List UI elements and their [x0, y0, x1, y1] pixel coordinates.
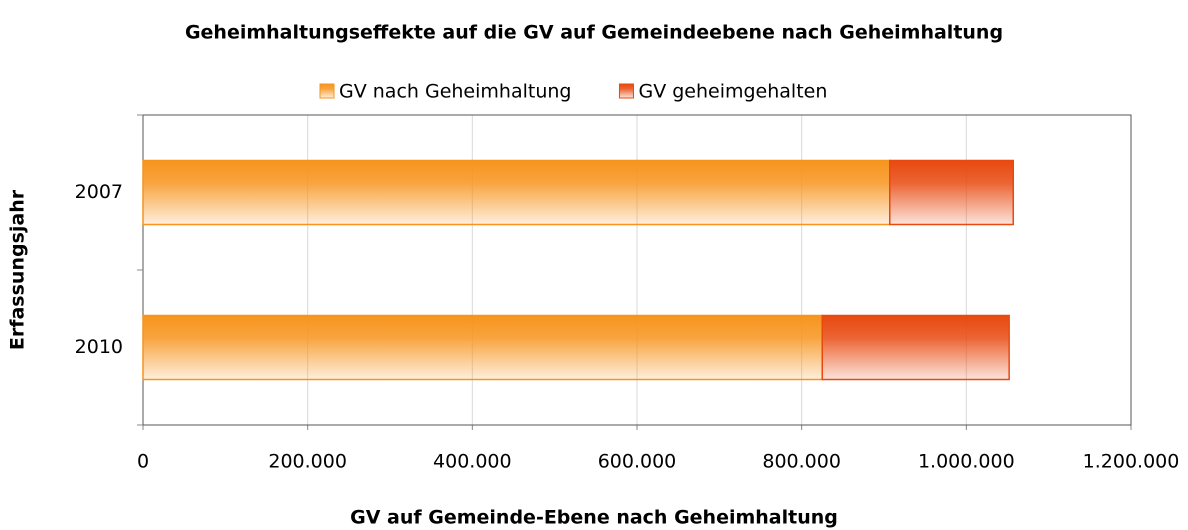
x-tick-label: 1.200.000 [1083, 451, 1180, 473]
legend-swatch [618, 83, 634, 99]
x-tick-label: 200.000 [268, 451, 347, 473]
x-tick-label: 1.000.000 [918, 451, 1015, 473]
x-tick-label: 600.000 [598, 451, 677, 473]
y-tick-label: 2010 [75, 336, 123, 358]
bar-segment [142, 159, 891, 226]
chart-title: Geheimhaltungseffekte auf die GV auf Gem… [185, 22, 1003, 44]
x-tick-label: 800.000 [762, 451, 841, 473]
x-tick-label: 0 [137, 451, 149, 473]
legend-label: GV geheimgehalten [638, 81, 827, 103]
x-axis-title: GV auf Gemeinde-Ebene nach Geheimhaltung [350, 507, 838, 529]
y-tick-label: 2007 [75, 181, 123, 203]
bar-segment [142, 314, 823, 381]
legend-label: GV nach Geheimhaltung [339, 81, 571, 103]
bar-segment [821, 314, 1010, 381]
x-tick-label: 400.000 [433, 451, 512, 473]
legend-swatch [319, 83, 335, 99]
y-axis-title: Erfassungsjahr [7, 189, 29, 350]
bar-segment [889, 159, 1015, 226]
